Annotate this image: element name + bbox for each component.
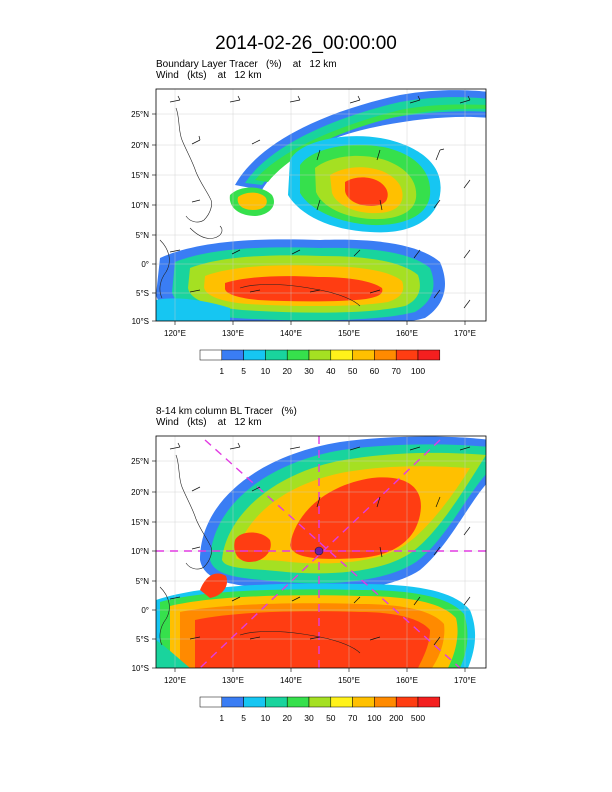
panel1-colorbar <box>199 349 441 361</box>
lat-tick-label: 15°N <box>131 171 149 180</box>
colorbar-label: 100 <box>367 713 381 723</box>
lat-tick-label: 10°S <box>132 317 149 326</box>
panel1-tick-marks <box>152 113 466 325</box>
panel2-lon-labels: 120°E 130°E 140°E 150°E 160°E 170°E <box>164 676 476 685</box>
panel2-frame <box>155 435 487 669</box>
lon-tick-label: 170°E <box>454 329 476 338</box>
lat-tick-label: 20°N <box>131 141 149 150</box>
panel1-lon-labels: 120°E 130°E 140°E 150°E 160°E 170°E <box>164 329 476 338</box>
colorbar-label: 20 <box>282 366 292 376</box>
panel2-map: 25°N 20°N 15°N 10°N 5°N 0° 5°S 10°S 120°… <box>131 435 487 723</box>
panel2-tracer-field <box>156 436 486 668</box>
colorbar-label: 50 <box>348 366 358 376</box>
lon-tick-label: 160°E <box>396 329 418 338</box>
colorbar-label: 30 <box>304 366 314 376</box>
panel2-tick-marks <box>152 460 466 672</box>
colorbar-label: 5 <box>241 713 246 723</box>
colorbar-label: 1 <box>219 366 224 376</box>
lon-tick-label: 120°E <box>164 676 186 685</box>
lat-tick-label: 10°S <box>132 664 149 673</box>
panel1-gridlines <box>156 89 486 321</box>
colorbar-label: 20 <box>282 713 292 723</box>
lat-tick-label: 10°N <box>131 547 149 556</box>
lon-tick-label: 170°E <box>454 676 476 685</box>
lon-tick-label: 150°E <box>338 676 360 685</box>
colorbar-label: 5 <box>241 366 246 376</box>
lat-tick-label: 5°S <box>136 635 149 644</box>
panel2-colorbar-labels: 1 5 10 20 30 50 70 100 200 500 <box>219 713 425 723</box>
colorbar-label: 50 <box>326 713 336 723</box>
colorbar-label: 40 <box>326 366 336 376</box>
colorbar-label: 60 <box>370 366 380 376</box>
cross-section-center-marker <box>314 546 324 556</box>
lat-tick-label: 15°N <box>131 518 149 527</box>
panel1-lat-labels: 25°N 20°N 15°N 10°N 5°N 0° 5°S 10°S <box>131 110 149 326</box>
lat-tick-label: 0° <box>141 260 149 269</box>
panel1-wind-barbs <box>169 95 471 309</box>
lat-tick-label: 5°N <box>136 577 150 586</box>
colorbar-label: 10 <box>261 713 271 723</box>
panel2-colorbar <box>199 696 441 708</box>
panel1-tracer-field <box>156 90 486 321</box>
lat-tick-label: 25°N <box>131 457 149 466</box>
lon-tick-label: 150°E <box>338 329 360 338</box>
lat-tick-label: 20°N <box>131 488 149 497</box>
lon-tick-label: 140°E <box>280 329 302 338</box>
lon-tick-label: 120°E <box>164 329 186 338</box>
panel2-lat-labels: 25°N 20°N 15°N 10°N 5°N 0° 5°S 10°S <box>131 457 149 673</box>
panel1-map: 25°N 20°N 15°N 10°N 5°N 0° 5°S 10°S 120°… <box>131 88 487 376</box>
panel1-colorbar-labels: 1 5 10 20 30 40 50 60 70 100 <box>219 366 425 376</box>
colorbar-label: 200 <box>389 713 403 723</box>
colorbar-label: 100 <box>411 366 425 376</box>
colorbar-label: 500 <box>411 713 425 723</box>
lat-tick-label: 5°N <box>136 231 150 240</box>
panel2-wind-barbs <box>169 442 471 646</box>
panel1-subtitle-line1: Boundary Layer Tracer (%) at 12 km <box>156 59 337 70</box>
figure-title: 2014-02-26_00:00:00 <box>215 33 397 54</box>
panel2-subtitle-line2: Wind (kts) at 12 km <box>156 417 262 428</box>
lat-tick-label: 25°N <box>131 110 149 119</box>
colorbar-label: 70 <box>391 366 401 376</box>
colorbar-label: 70 <box>348 713 358 723</box>
lon-tick-label: 130°E <box>222 329 244 338</box>
lon-tick-label: 160°E <box>396 676 418 685</box>
lat-tick-label: 10°N <box>131 201 149 210</box>
panel2-subtitle-line1: 8-14 km column BL Tracer (%) <box>156 406 297 417</box>
lat-tick-label: 5°S <box>136 289 149 298</box>
colorbar-label: 1 <box>219 713 224 723</box>
panel1-subtitle-line2: Wind (kts) at 12 km <box>156 70 262 81</box>
lon-tick-label: 140°E <box>280 676 302 685</box>
colorbar-label: 10 <box>261 366 271 376</box>
lat-tick-label: 0° <box>141 606 149 615</box>
lon-tick-label: 130°E <box>222 676 244 685</box>
colorbar-label: 30 <box>304 713 314 723</box>
